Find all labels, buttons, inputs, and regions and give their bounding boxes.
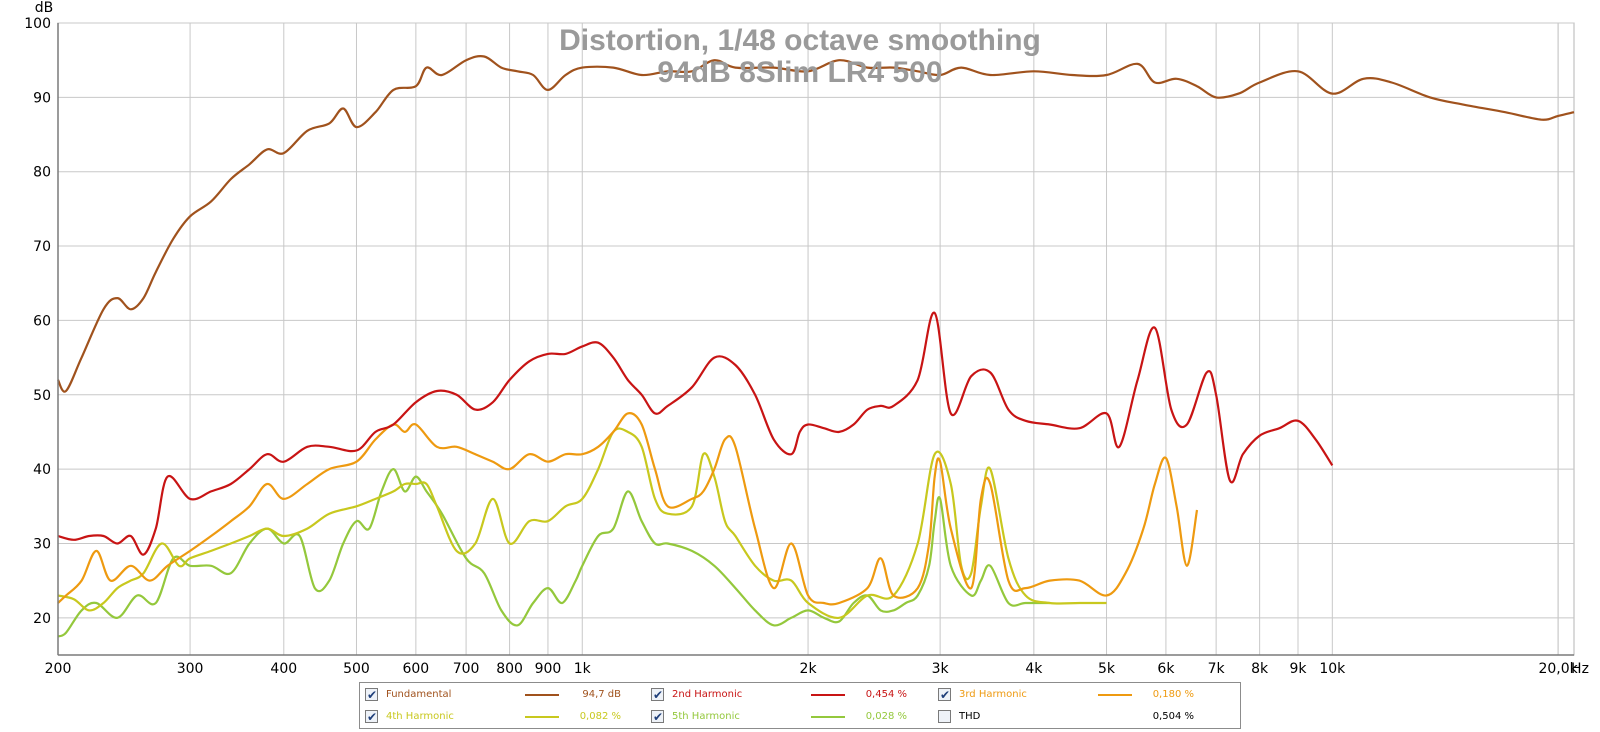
- y-tick-label: 40: [33, 462, 51, 478]
- x-tick-label: 3k: [932, 661, 950, 677]
- legend-swatch: [525, 694, 559, 696]
- series-line-fundamental: [57, 54, 1575, 393]
- x-tick-label: 5k: [1098, 661, 1116, 677]
- x-tick-label: 400: [270, 661, 297, 677]
- legend-label: 4th Harmonic: [386, 711, 454, 722]
- series-line-4th-harmonic: [57, 427, 1107, 619]
- chart-title: Distortion, 1/48 octave smoothing: [559, 24, 1041, 57]
- x-tick-label: 500: [343, 661, 370, 677]
- legend-item-2nd-harmonic: 2nd Harmonic 0,454 %: [651, 685, 931, 705]
- plot-frame: [57, 23, 1574, 656]
- x-tick-label: 10k: [1319, 661, 1346, 677]
- legend-value: 0,454 %: [865, 689, 907, 700]
- legend-value: 0,180 %: [1152, 689, 1194, 700]
- y-tick-label: 80: [33, 165, 51, 181]
- legend-item-4th-harmonic: 4th Harmonic 0,082 %: [365, 707, 645, 727]
- y-tick-label: 20: [33, 611, 51, 627]
- series-line-2nd-harmonic: [57, 311, 1334, 556]
- x-tick-label: 1k: [574, 661, 592, 677]
- legend-item-thd: THD 0,504 %: [938, 707, 1218, 727]
- x-tick-label: 700: [453, 661, 480, 677]
- y-axis-unit: dB: [35, 0, 54, 16]
- legend-label: 2nd Harmonic: [672, 689, 743, 700]
- legend-checkbox-2nd-harmonic[interactable]: [651, 685, 664, 705]
- x-tick-label: 4k: [1025, 661, 1043, 677]
- legend-value: 94,7 dB: [582, 689, 621, 700]
- x-tick-label: 2k: [800, 661, 818, 677]
- legend-value: 0,028 %: [865, 711, 907, 722]
- series-line-3rd-harmonic: [57, 412, 1199, 606]
- curves: [57, 54, 1575, 638]
- legend: Fundamental 94,7 dB 2nd Harmonic 0,454 % 3rd…: [359, 682, 1241, 729]
- legend-checkbox-fundamental[interactable]: [365, 685, 378, 705]
- y-tick-label: 100: [24, 16, 51, 32]
- legend-label: Fundamental: [386, 689, 452, 700]
- x-tick-label: 8k: [1251, 661, 1269, 677]
- legend-swatch: [525, 716, 559, 718]
- x-tick-label: 800: [496, 661, 523, 677]
- x-tick-label: 600: [402, 661, 429, 677]
- y-tick-labels: 20 30 40 50 60 70 80 90 100: [24, 16, 51, 627]
- legend-checkbox-4th-harmonic[interactable]: [365, 707, 378, 727]
- y-tick-label: 60: [33, 313, 51, 329]
- legend-label: 5th Harmonic: [672, 711, 740, 722]
- y-tick-label: 30: [33, 536, 51, 552]
- legend-swatch: [811, 716, 845, 718]
- legend-checkbox-3rd-harmonic[interactable]: [938, 685, 951, 705]
- chart-subtitle: 94dB 8Slim LR4 500: [657, 56, 942, 89]
- legend-checkbox-thd[interactable]: [938, 710, 951, 723]
- legend-value: 0,504 %: [1152, 711, 1194, 722]
- y-tick-label: 90: [33, 90, 51, 106]
- y-tick-label: 50: [33, 388, 51, 404]
- x-tick-label: 20,0k: [1538, 661, 1578, 677]
- x-tick-label: 6k: [1157, 661, 1175, 677]
- legend-swatch: [1098, 694, 1132, 696]
- x-tick-label: 7k: [1208, 661, 1226, 677]
- x-tick-label: 9k: [1289, 661, 1307, 677]
- x-tick-labels: 200 300 400 500 600 700 800 900 1k 2k 3k 4k 5k 6k 7k 8k…: [45, 661, 1579, 677]
- legend-item-5th-harmonic: 5th Harmonic 0,028 %: [651, 707, 931, 727]
- legend-swatch: [811, 694, 845, 696]
- legend-label: THD: [959, 711, 981, 722]
- series-line-5th-harmonic: [57, 468, 1050, 638]
- distortion-chart: 20 30 40 50 60 70 80 90 100 200 300 400 500 600 700 80…: [24, 0, 1589, 677]
- legend-label: 3rd Harmonic: [959, 689, 1027, 700]
- plot-area: [57, 22, 1575, 656]
- y-tick-label: 70: [33, 239, 51, 255]
- x-tick-label: 200: [45, 661, 72, 677]
- x-tick-label: 900: [535, 661, 562, 677]
- legend-checkbox-5th-harmonic[interactable]: [651, 707, 664, 727]
- x-tick-label: 300: [177, 661, 204, 677]
- legend-item-3rd-harmonic: 3rd Harmonic 0,180 %: [938, 685, 1218, 705]
- legend-value: 0,082 %: [579, 711, 621, 722]
- legend-item-fundamental: Fundamental 94,7 dB: [365, 685, 645, 705]
- x-axis-unit: Hz: [1571, 661, 1589, 677]
